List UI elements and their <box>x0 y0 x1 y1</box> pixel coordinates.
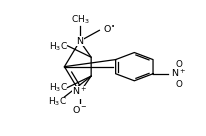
Text: H$_3$C: H$_3$C <box>49 81 67 94</box>
Text: CH$_3$: CH$_3$ <box>70 14 89 27</box>
Text: N$^+$: N$^+$ <box>170 68 185 80</box>
Text: H$_3$C: H$_3$C <box>48 95 66 108</box>
Text: O: O <box>175 60 182 69</box>
Text: O$^-$: O$^-$ <box>72 104 87 115</box>
Text: O$^{\bullet}$: O$^{\bullet}$ <box>103 23 116 34</box>
Text: N$^+$: N$^+$ <box>72 86 87 98</box>
Text: O: O <box>175 80 182 89</box>
Text: H$_3$C: H$_3$C <box>49 40 67 53</box>
Text: N: N <box>76 37 83 46</box>
